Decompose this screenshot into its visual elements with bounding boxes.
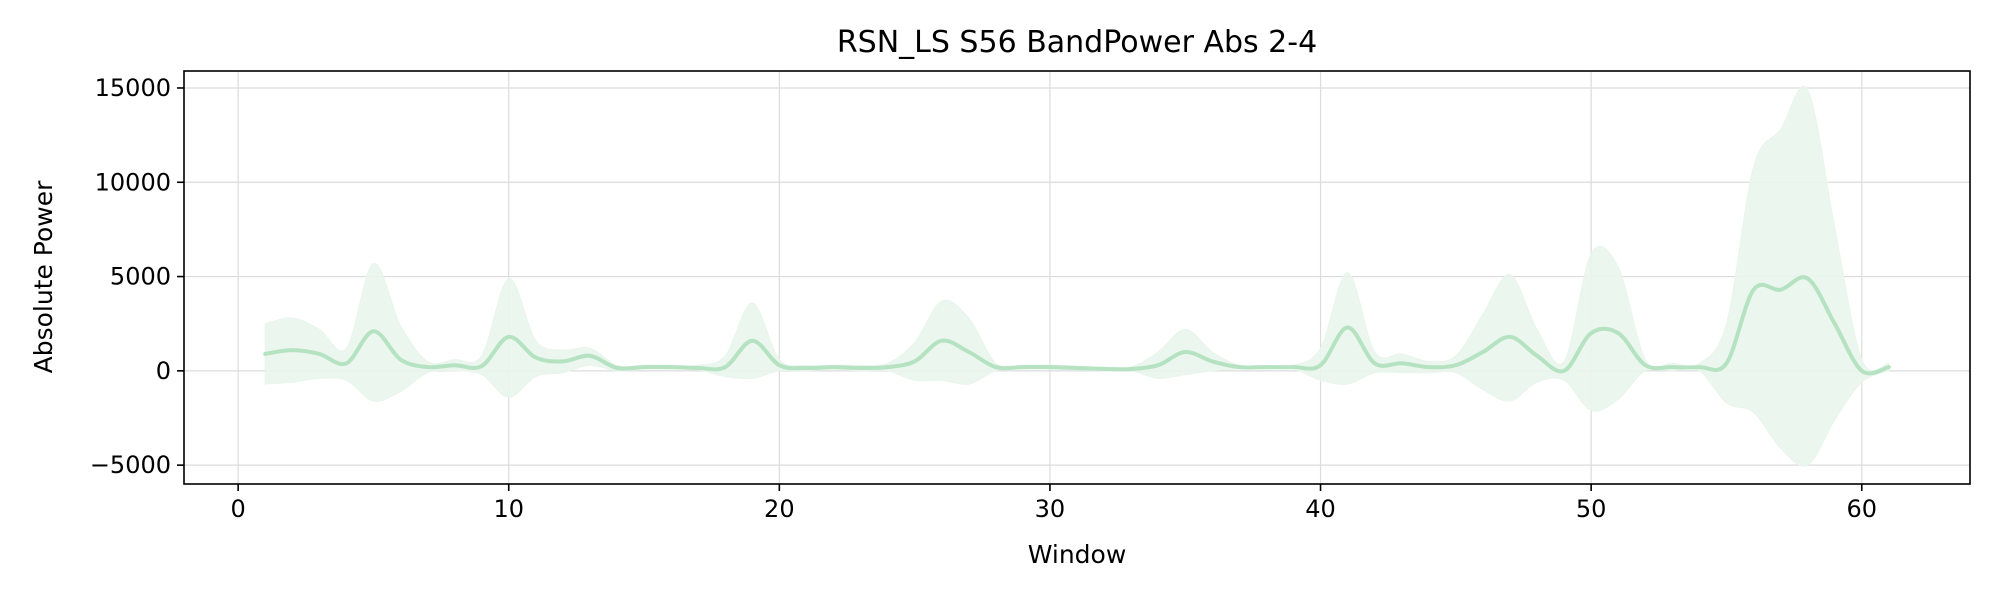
chart-title: RSN_LS S56 BandPower Abs 2-4 [837,25,1317,60]
y-tick-label: −5000 [90,451,171,479]
x-tick-label: 50 [1576,495,1607,523]
x-tick-label: 10 [493,495,524,523]
std-band-layer [264,86,1890,467]
x-tick-label: 40 [1305,495,1336,523]
x-axis-label: Window [1028,540,1127,569]
plot-frame [183,70,1971,485]
y-tick-label: 0 [156,357,171,385]
y-tick-label: 5000 [110,263,171,291]
y-tick-label: 10000 [95,168,171,196]
std-band-area [264,86,1890,467]
axis-ticks: 0 10 20 30 40 50 60 −5000 0 5000 10000 15000 [90,74,1877,523]
x-tick-label: 20 [764,495,795,523]
y-tick-label: 15000 [95,74,171,102]
x-tick-label: 0 [230,495,245,523]
y-axis-label: Absolute Power [29,180,58,374]
x-tick-label: 30 [1035,495,1066,523]
mean-line-layer [263,275,1891,376]
x-tick-label: 60 [1846,495,1877,523]
grid-lines [184,71,1970,484]
mean-line [263,275,1891,376]
